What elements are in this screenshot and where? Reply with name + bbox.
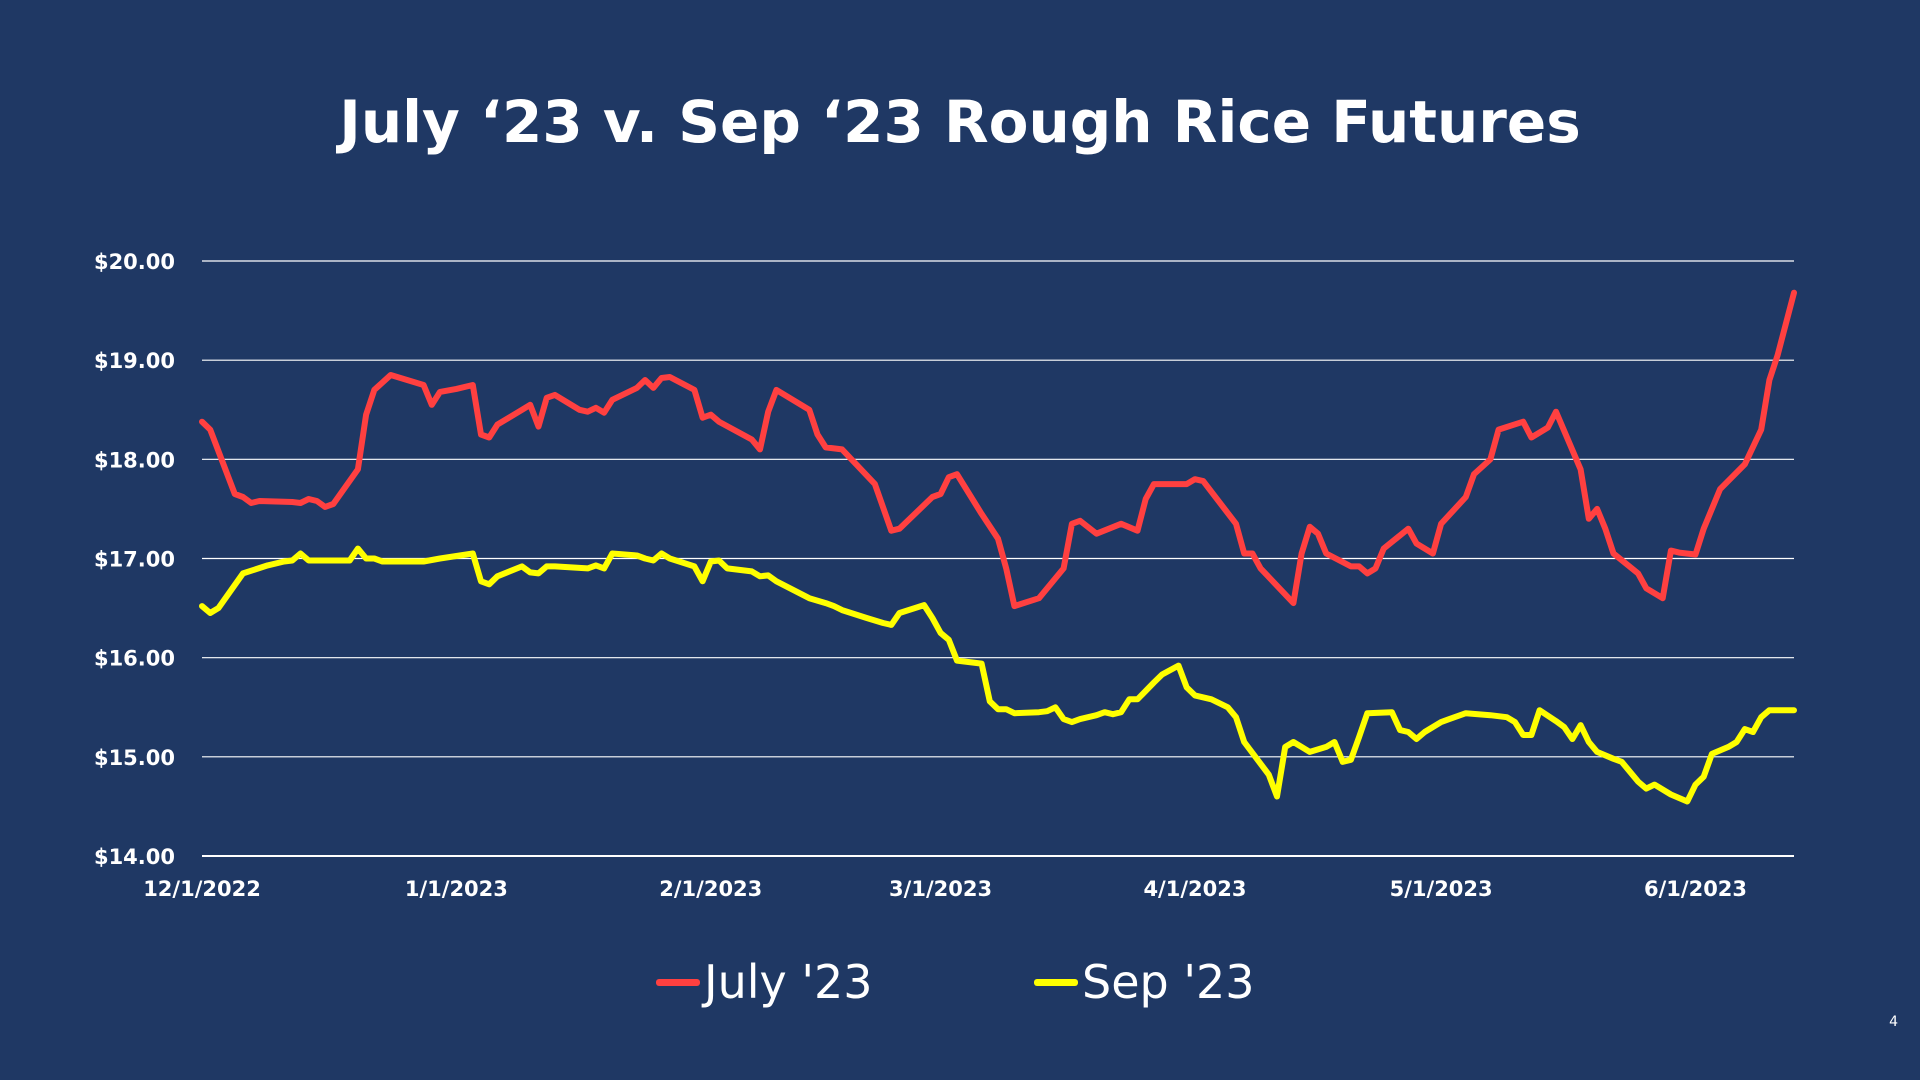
page-number: 4 (1889, 1014, 1898, 1030)
y-tick-label: $18.00 (94, 448, 175, 472)
y-tick-label: $19.00 (94, 349, 175, 373)
x-tick-label: 3/1/2023 (889, 877, 992, 901)
chart-title: July ‘23 v. Sep ‘23 Rough Rice Futures (339, 88, 1581, 156)
x-tick-label: 1/1/2023 (405, 877, 508, 901)
legend-item-sep[interactable]: Sep '23 (1034, 955, 1255, 1009)
y-tick-label: $20.00 (94, 250, 175, 274)
y-tick-label: $16.00 (94, 647, 175, 671)
x-tick-label: 4/1/2023 (1143, 877, 1246, 901)
legend-swatch-sep (1034, 978, 1078, 986)
legend-swatch-july (656, 978, 700, 986)
y-tick-label: $17.00 (94, 548, 175, 572)
x-tick-label: 5/1/2023 (1390, 877, 1493, 901)
x-tick-label: 6/1/2023 (1644, 877, 1747, 901)
legend-label-july: July '23 (704, 955, 873, 1009)
grid-lines (202, 260, 1794, 857)
series-line-sep (199, 545, 1797, 805)
y-tick-label: $14.00 (94, 845, 175, 869)
y-axis-tick-labels: $20.00 $19.00 $18.00 $17.00 $16.00 $15.00 $14.… (94, 250, 175, 869)
legend-label-sep: Sep '23 (1082, 955, 1255, 1009)
series-lines (199, 289, 1797, 805)
legend-item-july[interactable]: July '23 (656, 955, 873, 1009)
legend: July '23 Sep '23 (0, 955, 1920, 1015)
x-tick-label: 2/1/2023 (659, 877, 762, 901)
y-tick-label: $15.00 (94, 746, 175, 770)
x-axis-tick-labels: 12/1/2022 1/1/2023 2/1/2023 3/1/2023 4/1/202… (143, 877, 1747, 901)
series-line-july (199, 289, 1797, 610)
x-tick-label: 12/1/2022 (143, 877, 261, 901)
